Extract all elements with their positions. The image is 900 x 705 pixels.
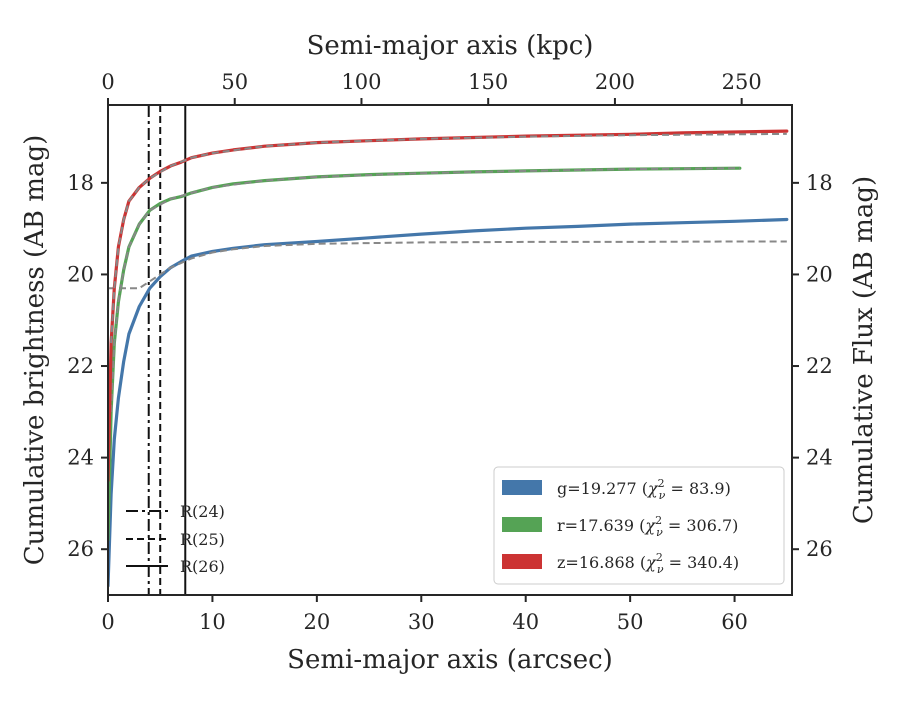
y-tick-label: 20 <box>67 262 94 286</box>
x-tick-label: 60 <box>721 610 748 634</box>
x-tick-label: 30 <box>408 610 435 634</box>
band-legend-r-swatch <box>502 517 542 532</box>
y-axis-title: Cumulative brightness (AB mag) <box>20 135 50 566</box>
series-fit-g <box>108 240 787 290</box>
series-fit-z <box>110 132 787 344</box>
band-legend-frame <box>493 466 785 585</box>
x-tick-label: 50 <box>617 610 644 634</box>
series-fit-r <box>110 167 740 412</box>
x-top-tick-label: 150 <box>468 70 508 94</box>
x-top-tick-label: 50 <box>221 70 248 94</box>
band-legend-g-label: g=19.277 (χ2 ν = 83.9) <box>557 477 731 502</box>
x-tick-label: 10 <box>199 610 226 634</box>
y-axis-right-title: Cumulative Flux (AB mag) <box>849 176 879 524</box>
band-legend-z-label: z=16.868 (χ2 ν = 340.4) <box>557 551 739 576</box>
x-axis-top-title: Semi-major axis (kpc) <box>307 31 594 61</box>
y-tick-label: 22 <box>67 354 94 378</box>
radius-legend: R(24) R(25) R(26) <box>126 502 225 576</box>
x-top-tick-label: 100 <box>341 70 381 94</box>
y-right-tick-label: 26 <box>806 537 833 561</box>
x-tick-label: 0 <box>101 610 114 634</box>
band-legend-g-swatch <box>502 480 542 495</box>
radius-legend-r24-label: R(24) <box>180 502 225 521</box>
y-right-tick-label: 20 <box>806 262 833 286</box>
x-tick-label: 20 <box>303 610 330 634</box>
band-legend-z-swatch <box>502 554 542 569</box>
band-legend-r-label: r=17.639 (χ2 ν = 306.7) <box>557 514 738 539</box>
y-right-tick-label: 24 <box>806 446 833 470</box>
radius-legend-r25-label: R(25) <box>180 530 225 549</box>
x-top-tick-label: 0 <box>101 70 114 94</box>
x-top-tick-label: 250 <box>722 70 762 94</box>
y-tick-label: 24 <box>67 446 94 470</box>
x-top-tick-label: 200 <box>595 70 635 94</box>
x-tick-label: 40 <box>512 610 539 634</box>
y-right-tick-label: 18 <box>806 171 833 195</box>
band-legend: g=19.277 (χ2 ν = 83.9) r=17.639 (χ2 ν = 30… <box>493 466 785 585</box>
plot-frame <box>107 104 793 596</box>
y-tick-label: 26 <box>67 537 94 561</box>
x-axis-title: Semi-major axis (arcsec) <box>287 645 613 675</box>
y-tick-label: 18 <box>67 171 94 195</box>
radius-legend-r26-label: R(26) <box>180 557 225 576</box>
y-right-tick-label: 22 <box>806 354 833 378</box>
